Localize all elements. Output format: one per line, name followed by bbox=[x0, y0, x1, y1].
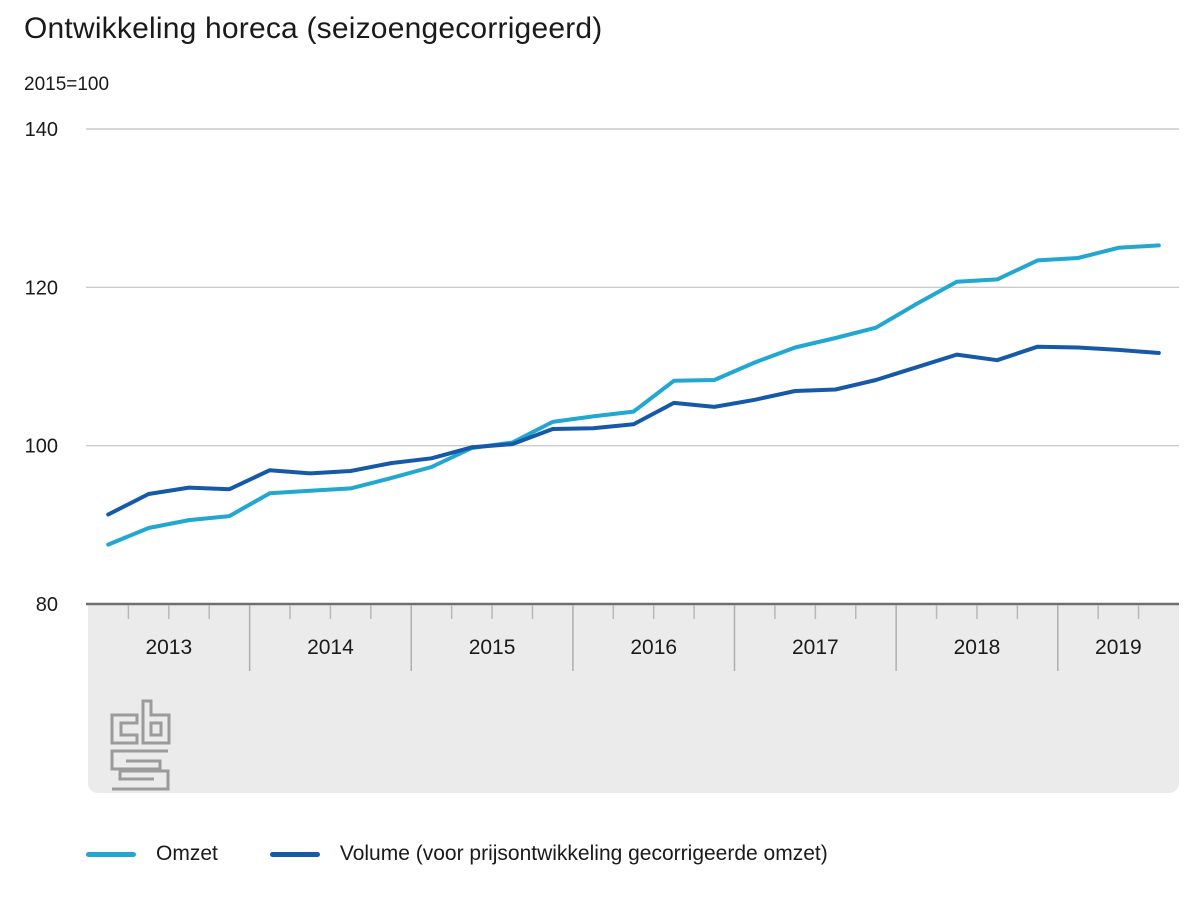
y-axis-label-80: 80 bbox=[36, 594, 58, 616]
y-axis-label-120: 120 bbox=[25, 277, 58, 299]
chart-legend: Omzet Volume (voor prijsontwikkeling gec… bbox=[86, 842, 828, 866]
volume-line-swatch bbox=[269, 851, 320, 857]
chart-title: Ontwikkeling horeca (seizoengecorrigeerd… bbox=[24, 12, 603, 45]
y-axis-label-140: 140 bbox=[25, 119, 58, 141]
chart-y-unit-label: 2015=100 bbox=[24, 74, 110, 95]
x-axis-band bbox=[88, 604, 1179, 793]
omzet-line bbox=[106, 243, 1161, 547]
x-axis-year-label-2017: 2017 bbox=[792, 636, 839, 659]
legend-item-volume: Volume (voor prijsontwikkeling gecorrige… bbox=[269, 842, 828, 866]
legend-item-omzet: Omzet bbox=[86, 842, 218, 866]
omzet-legend-label: Omzet bbox=[156, 842, 218, 865]
x-axis-year-label-2014: 2014 bbox=[307, 636, 354, 659]
y-axis-label-100: 100 bbox=[25, 436, 58, 458]
x-axis-year-label-2015: 2015 bbox=[469, 636, 516, 659]
x-axis-year-label-2016: 2016 bbox=[630, 636, 677, 659]
volume-legend-label: Volume (voor prijsontwikkeling gecorrige… bbox=[339, 842, 828, 865]
volume-line bbox=[106, 344, 1161, 517]
x-axis-year-label-2018: 2018 bbox=[954, 636, 1001, 659]
omzet-line-swatch bbox=[86, 851, 136, 857]
x-axis-year-label-2013: 2013 bbox=[145, 636, 192, 659]
cbs-logo bbox=[110, 699, 171, 791]
chart-canvas: 140 120 100 80 2013 2014 2015 2016 2017 2018 2019 bbox=[25, 119, 1179, 793]
x-axis-year-label-2019: 2019 bbox=[1095, 636, 1142, 659]
